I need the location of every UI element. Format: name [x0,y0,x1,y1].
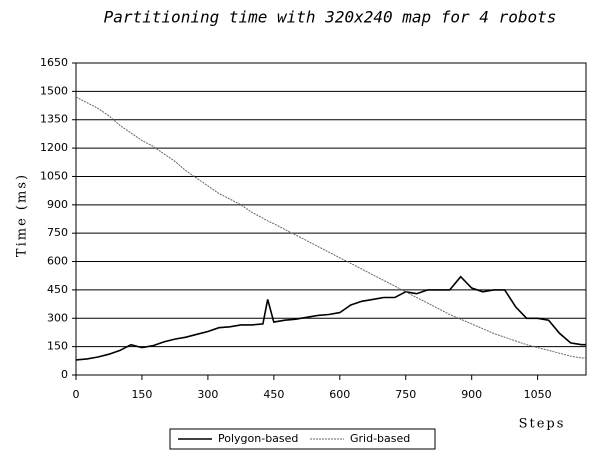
y-tick-label: 1500 [40,84,68,97]
x-tick-label: 300 [197,388,218,401]
legend-label: Grid-based [350,432,410,445]
y-axis-label: Time (ms) [15,173,30,257]
x-axis-label: Steps [519,417,566,432]
y-tick-label: 750 [47,226,68,239]
series-line [75,96,586,359]
chart-title: Partitioning time with 320x240 map for 4… [104,8,557,27]
y-tick-label: 0 [61,368,68,381]
y-tick-label: 150 [47,340,68,353]
x-tick-label: 0 [73,388,80,401]
x-tick-label: 150 [131,388,152,401]
y-tick-label: 1200 [40,141,68,154]
y-tick-label: 900 [47,198,68,211]
series-line [75,275,586,361]
x-tick-label: 600 [329,388,350,401]
x-tick-label: 1050 [524,388,552,401]
plot-area [75,62,587,376]
y-tick-label: 300 [47,311,68,324]
y-tick-label: 600 [47,255,68,268]
legend-box [169,428,436,450]
y-tick-label: 450 [47,283,68,296]
x-tick-label: 900 [461,388,482,401]
legend-label: Polygon-based [218,432,298,445]
x-tick-label: 750 [395,388,416,401]
y-tick-label: 1350 [40,113,68,126]
y-tick-label: 1050 [40,169,68,182]
x-tick-label: 450 [263,388,284,401]
y-tick-label: 1650 [40,56,68,69]
